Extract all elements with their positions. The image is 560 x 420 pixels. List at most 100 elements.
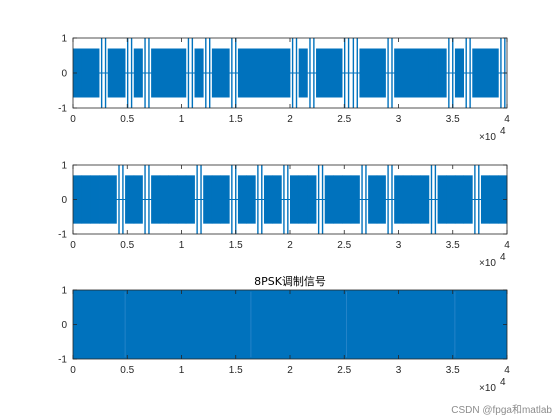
signal-block xyxy=(73,290,507,359)
signal-block xyxy=(498,175,508,224)
signal-block xyxy=(151,175,161,224)
signal-block xyxy=(116,48,126,98)
x-tick-label: 3.5 xyxy=(446,114,460,125)
signal-block xyxy=(298,175,308,224)
x-exponent-power: 4 xyxy=(500,126,506,137)
x-tick-label: 2.5 xyxy=(337,240,351,251)
signal-block xyxy=(159,175,169,224)
signal-block xyxy=(133,175,143,224)
signal-block xyxy=(324,48,334,98)
x-exponent-power: 4 xyxy=(500,252,506,263)
signal-block xyxy=(420,175,430,224)
signal-block xyxy=(281,48,291,98)
x-tick-label: 0 xyxy=(70,114,76,125)
signal-block xyxy=(480,175,491,224)
signal-block xyxy=(402,48,412,98)
signal-block xyxy=(307,175,317,224)
signal-block xyxy=(246,175,256,224)
watermark-text: CSDN @fpga和matlab xyxy=(451,405,552,416)
x-tick-label: 0.5 xyxy=(120,365,134,376)
x-tick-label: 1 xyxy=(179,114,185,125)
signal-block xyxy=(99,175,109,224)
x-tick-label: 0 xyxy=(70,240,76,251)
x-tick-label: 2 xyxy=(287,240,293,251)
signal-block xyxy=(177,175,187,224)
subplot-2: 0 0.5 1 1.5 2 2.5 3 3.5 4-101×104 xyxy=(58,161,510,270)
y-tick-label: 0 xyxy=(61,320,67,331)
signal-block xyxy=(394,48,404,98)
signal-block xyxy=(246,48,256,98)
y-tick-label: 0 xyxy=(61,69,67,80)
y-tick-label: 0 xyxy=(61,195,67,206)
signal-block xyxy=(428,48,438,98)
signal-block xyxy=(125,175,135,224)
subplot-title: 8PSK调制信号 xyxy=(254,275,326,288)
signal-block xyxy=(90,48,100,98)
signal-block xyxy=(342,175,352,224)
y-tick-label: -1 xyxy=(58,355,67,366)
x-tick-label: 3 xyxy=(396,240,402,251)
signal-block xyxy=(454,48,464,98)
signal-block xyxy=(159,48,169,98)
signal-block xyxy=(185,175,195,224)
signal-block xyxy=(376,175,386,224)
x-tick-label: 3.5 xyxy=(446,365,460,376)
x-exponent-label: ×10 xyxy=(479,258,496,269)
signal-block xyxy=(446,175,456,224)
signal-block xyxy=(368,175,378,224)
signal-block xyxy=(263,175,274,224)
signal-block xyxy=(368,48,378,98)
signal-block xyxy=(237,175,247,224)
x-tick-label: 1.5 xyxy=(229,240,243,251)
signal-block xyxy=(255,48,265,98)
signal-block xyxy=(402,175,412,224)
x-exponent-power: 4 xyxy=(500,377,506,388)
signal-block xyxy=(73,175,83,224)
signal-block xyxy=(107,48,117,98)
x-tick-label: 4 xyxy=(504,114,510,125)
signal-block xyxy=(376,48,386,98)
x-tick-label: 2 xyxy=(287,365,293,376)
signal-block xyxy=(437,175,447,224)
signal-block xyxy=(211,48,221,98)
x-tick-label: 1 xyxy=(179,365,185,376)
signal-block xyxy=(177,48,187,98)
y-tick-label: -1 xyxy=(58,230,67,241)
signal-block xyxy=(211,175,221,224)
signal-block xyxy=(81,48,91,98)
signal-block xyxy=(194,48,204,98)
signal-block xyxy=(437,48,447,98)
signal-block xyxy=(489,175,499,224)
y-tick-label: 1 xyxy=(61,286,67,297)
x-tick-label: 0.5 xyxy=(120,240,134,251)
x-tick-label: 3 xyxy=(396,365,402,376)
signal-block xyxy=(220,48,230,98)
x-tick-label: 3.5 xyxy=(446,240,460,251)
signal-block xyxy=(316,48,326,98)
signal-block xyxy=(272,175,282,224)
signal-block xyxy=(107,175,117,224)
x-tick-label: 1.5 xyxy=(229,365,243,376)
signal-block xyxy=(290,175,300,224)
signal-block xyxy=(454,175,464,224)
x-exponent-label: ×10 xyxy=(479,132,496,143)
signal-block xyxy=(463,175,473,224)
signal-block xyxy=(333,175,343,224)
signal-block xyxy=(133,48,143,98)
x-tick-label: 2 xyxy=(287,114,293,125)
signal-block xyxy=(168,48,178,98)
x-tick-label: 4 xyxy=(504,365,510,376)
signal-block xyxy=(420,48,430,98)
signal-block xyxy=(480,48,491,98)
signal-block xyxy=(263,48,274,98)
x-tick-label: 0.5 xyxy=(120,114,134,125)
signal-block xyxy=(90,175,100,224)
signal-block xyxy=(411,175,421,224)
signal-block xyxy=(151,48,161,98)
x-tick-label: 0 xyxy=(70,365,76,376)
x-tick-label: 1 xyxy=(179,240,185,251)
signal-block xyxy=(359,48,369,98)
signal-block xyxy=(411,48,421,98)
